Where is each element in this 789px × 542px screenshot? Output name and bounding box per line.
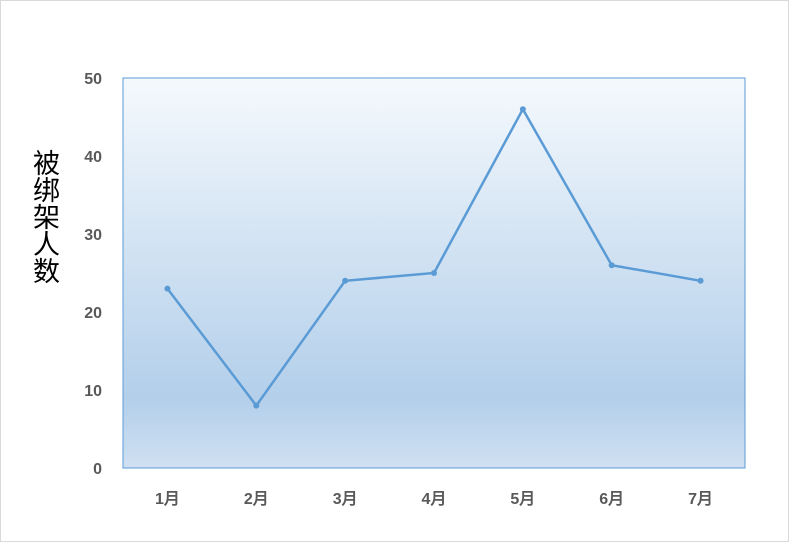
y-axis-label: 被绑架人数: [28, 149, 59, 284]
y-tick-label: 50: [84, 71, 102, 88]
data-point: [608, 262, 615, 269]
x-tick-label: 7月: [688, 490, 713, 508]
data-point: [431, 270, 437, 276]
data-point: [697, 277, 704, 284]
x-tick-label: 4月: [422, 490, 447, 508]
y-tick-label: 30: [84, 227, 102, 244]
y-tick-label: 10: [84, 383, 102, 400]
x-tick-label: 1月: [155, 490, 180, 508]
y-tick-label: 20: [84, 305, 102, 322]
x-tick-label: 6月: [599, 490, 624, 508]
data-point: [164, 285, 171, 292]
data-point: [253, 402, 260, 409]
x-tick-label: 2月: [244, 490, 269, 508]
y-tick-label: 0: [93, 461, 102, 478]
y-tick-label: 40: [84, 149, 102, 166]
x-tick-label: 3月: [333, 490, 358, 508]
data-point: [342, 277, 349, 284]
data-point: [519, 106, 526, 113]
x-tick-label: 5月: [510, 490, 535, 508]
